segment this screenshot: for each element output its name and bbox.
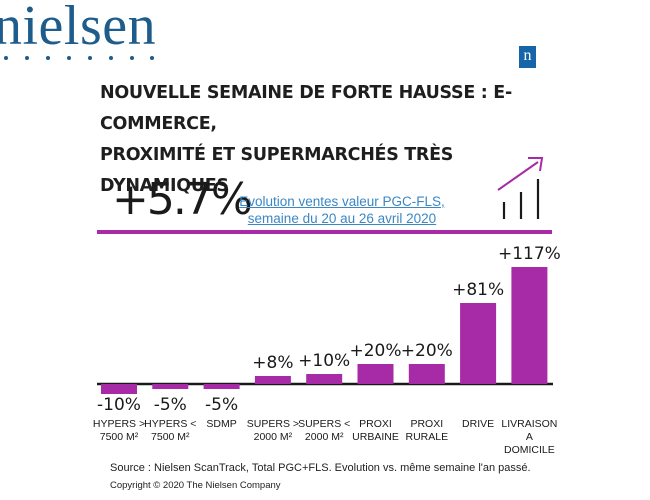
category-label: PROXI <box>359 418 392 430</box>
category-label: URBAINE <box>352 431 399 443</box>
data-label: +20% <box>401 341 453 361</box>
bar <box>254 376 291 384</box>
data-label: +10% <box>298 351 350 371</box>
nielsen-logo: nielsen <box>0 0 157 57</box>
category-label: RURALE <box>405 431 448 443</box>
bar <box>511 267 548 384</box>
data-label: -5% <box>205 395 238 415</box>
category-label: A <box>526 431 533 443</box>
bar <box>460 303 497 384</box>
data-label: -5% <box>154 395 187 415</box>
category-label: 7500 M² <box>100 431 139 443</box>
category-label: DRIVE <box>462 418 494 430</box>
data-label: +20% <box>349 341 401 361</box>
evolution-label-line-1: Evolution ventes valeur PGC-FLS, <box>239 194 445 209</box>
title-line-1: NOUVELLE SEMAINE DE FORTE HAUSSE : E-COM… <box>100 83 512 134</box>
category-label: LIVRAISON <box>501 418 557 430</box>
page-title: NOUVELLE SEMAINE DE FORTE HAUSSE : E-COM… <box>100 78 560 202</box>
section-divider <box>97 230 552 234</box>
nielsen-badge: n <box>519 46 536 68</box>
bar <box>408 364 445 384</box>
copyright-note: Copyright © 2020 The Nielsen Company <box>110 480 281 491</box>
category-label: DOMICILE <box>504 444 555 456</box>
category-label: 2000 M² <box>254 431 293 443</box>
category-label: SDMP <box>206 418 236 430</box>
category-label: HYPERS < <box>144 418 196 430</box>
bar <box>203 384 240 389</box>
data-label: -10% <box>97 395 141 415</box>
evolution-label-line-2: semaine du 20 au 26 avril 2020 <box>247 211 437 226</box>
evolution-label: Evolution ventes valeur PGC-FLS, semaine… <box>232 193 452 227</box>
bar <box>101 384 137 394</box>
bar <box>152 384 189 389</box>
category-label: SUPERS > <box>247 418 299 430</box>
category-label: SUPERS < <box>298 418 350 430</box>
trend-up-arrow-icon <box>497 157 544 219</box>
data-label: +8% <box>252 353 293 373</box>
data-label: +117% <box>498 244 561 264</box>
data-label: +81% <box>452 280 504 300</box>
title-line-2: PROXIMITÉ ET SUPERMARCHÉS TRÈS DYNAMIQUE… <box>100 145 454 196</box>
bar <box>306 374 343 384</box>
logo-dots <box>4 56 154 62</box>
category-label: 7500 M² <box>151 431 190 443</box>
category-label: 2000 M² <box>305 431 344 443</box>
total-growth-figure: +5.7% <box>112 174 253 225</box>
source-note: Source : Nielsen ScanTrack, Total PGC+FL… <box>110 462 531 474</box>
bar <box>357 364 394 384</box>
category-label: HYPERS > <box>93 418 145 430</box>
category-label: PROXI <box>410 418 443 430</box>
